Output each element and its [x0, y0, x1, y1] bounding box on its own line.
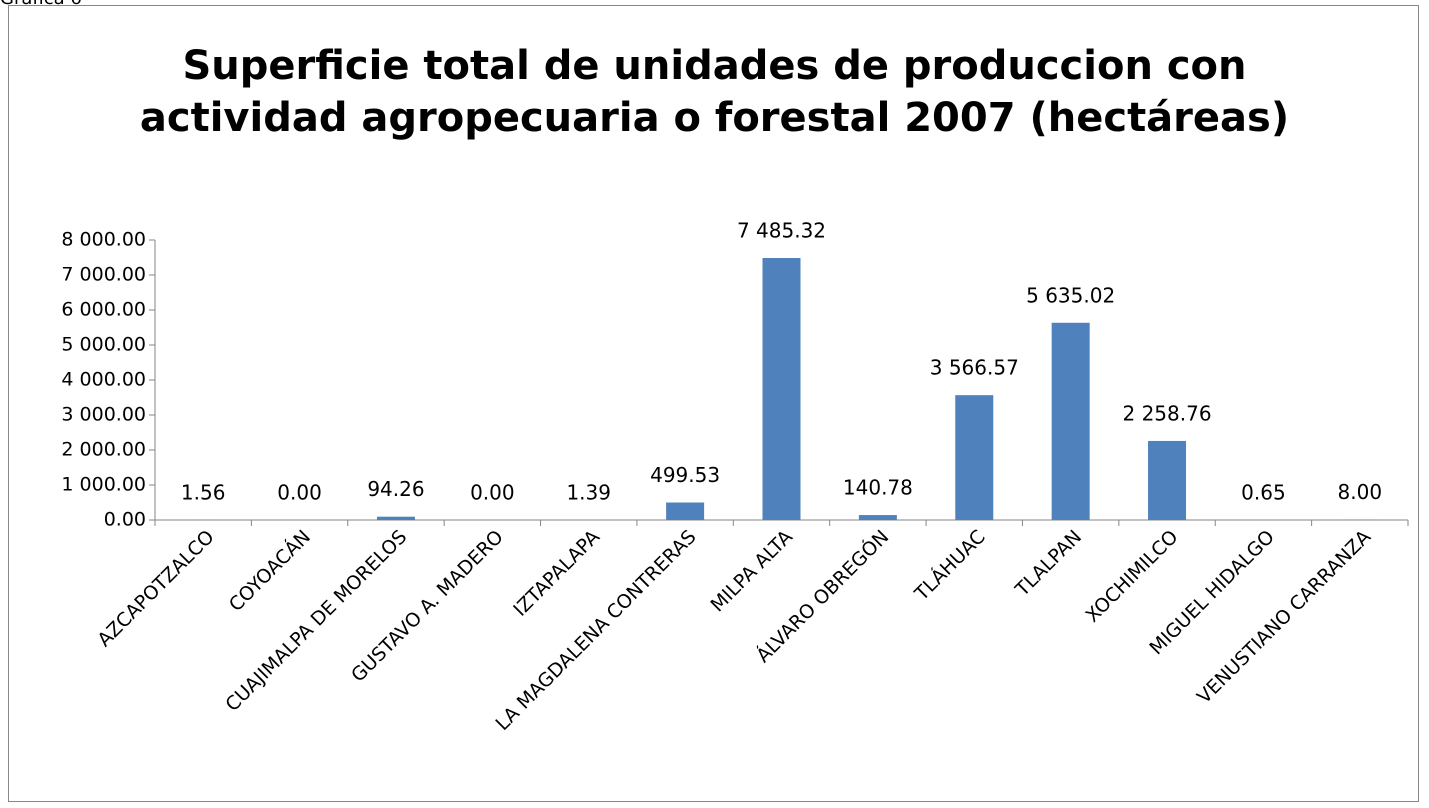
value-label: 2 258.76 [1123, 401, 1212, 425]
y-tick-label: 8 000.00 [61, 229, 146, 251]
y-tick-label: 5 000.00 [61, 334, 146, 356]
y-tick-label: 1 000.00 [61, 474, 146, 496]
x-tick-label: MILPA ALTA [706, 526, 796, 616]
y-tick-label: 6 000.00 [61, 299, 146, 321]
y-tick-label: 4 000.00 [61, 369, 146, 391]
x-tick-label: LA MAGDALENA CONTRERAS [491, 526, 700, 735]
value-label: 0.00 [470, 481, 515, 505]
x-tick-label: COYOACÁN [224, 525, 315, 616]
bar [666, 502, 705, 520]
value-label: 94.26 [367, 477, 424, 501]
value-label: 8.00 [1338, 480, 1383, 504]
y-tick-label: 3 000.00 [61, 404, 146, 426]
y-tick-label: 7 000.00 [61, 264, 146, 286]
x-tick-label: TLÁHUAC [909, 525, 989, 605]
x-tick-label: IZTAPALAPA [509, 526, 604, 621]
value-label: 1.56 [181, 480, 226, 504]
x-tick-label: VENUSTIANO CARRANZA [1193, 526, 1375, 708]
bar [376, 516, 415, 520]
x-tick-label: XOCHIMILCO [1082, 526, 1183, 627]
value-label: 7 485.32 [737, 219, 826, 243]
value-label: 1.39 [566, 480, 611, 504]
y-tick-label: 0.00 [104, 509, 146, 531]
bar [1051, 322, 1090, 520]
x-tick-label: AZCAPOTZALCO [93, 526, 218, 651]
value-label: 3 566.57 [930, 356, 1019, 380]
bar [955, 395, 994, 520]
chart-frame [8, 5, 1419, 802]
value-label: 0.00 [277, 481, 322, 505]
y-tick-label: 2 000.00 [61, 439, 146, 461]
bar [858, 515, 897, 520]
bar [1148, 440, 1187, 520]
caption: Gráfica 6 [0, 0, 82, 9]
x-tick-label: TLALPAN [1011, 526, 1086, 601]
bar [762, 258, 801, 520]
value-label: 499.53 [650, 463, 720, 487]
chart-title: Superficie total de unidades de producci… [139, 43, 1290, 141]
x-tick-label: CUAJIMALPA DE MORELOS [221, 526, 411, 716]
value-label: 0.65 [1241, 480, 1286, 504]
value-label: 5 635.02 [1026, 283, 1115, 307]
value-label: 140.78 [843, 476, 913, 500]
